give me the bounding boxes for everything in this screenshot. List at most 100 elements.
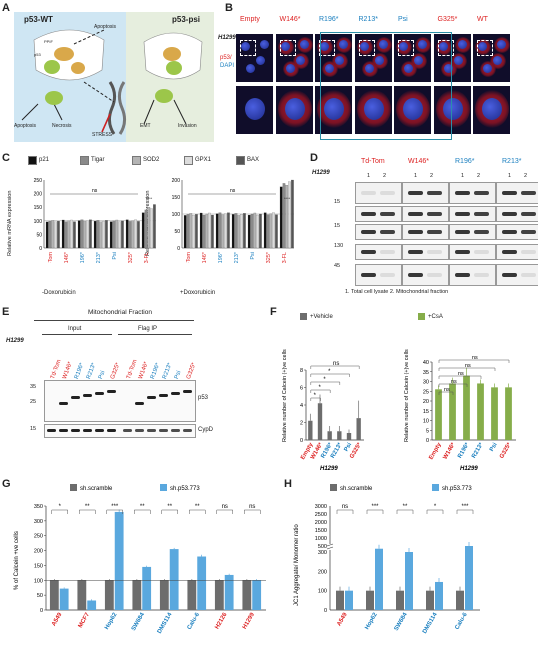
panel-b-column-label: Psi: [398, 16, 408, 23]
panel-c-bar: [285, 185, 289, 249]
panel-e-lane-label: Psi: [98, 370, 107, 381]
panel-h-bar: [336, 590, 344, 610]
panel-c-bar: [137, 221, 140, 249]
panel-h-ytick: 300: [318, 550, 327, 556]
cell-nucleus: [443, 64, 453, 73]
panel-c-ytick: 50: [36, 232, 42, 238]
panel-c-bar: [211, 214, 214, 249]
cell-nucleus: [364, 64, 374, 73]
panel-f-bracket: [438, 391, 454, 395]
panel-h-significance: *: [434, 504, 437, 510]
panel-d-band: [521, 212, 536, 216]
panel-c-ytick: 0: [177, 246, 180, 252]
panel-h-bar: [405, 552, 413, 610]
panel-d-blot: [496, 244, 538, 260]
panel-c-bar: [186, 214, 190, 249]
panel-d-blot: [355, 206, 402, 222]
panel-d-band: [380, 212, 395, 216]
panel-label-e: E: [2, 306, 10, 318]
panel-c-bar: [64, 221, 68, 249]
panel-b-zoom-box: [437, 40, 454, 56]
panel-h-significance: ns: [342, 504, 348, 510]
panel-d-blot: [449, 264, 496, 286]
panel-e-cypd-band: [95, 429, 104, 432]
panel-d-band: [474, 230, 489, 234]
panel-h-category-label: SW684: [394, 611, 409, 632]
panel-c-bar: [153, 204, 156, 249]
panel-d-lane-number: 1: [508, 173, 512, 179]
panel-a-schematic: [14, 12, 214, 142]
panel-b-cell-line: H1299: [218, 35, 236, 41]
panel-label-d: D: [310, 152, 318, 164]
panel-e-cypd-band: [171, 429, 180, 432]
panel-c-legend-label: GPX1: [195, 157, 212, 163]
panel-d-band: [408, 230, 423, 234]
panel-d-lane-number: 1: [414, 173, 418, 179]
psi-title: p53-psi: [172, 15, 201, 24]
panel-f-significance: *: [314, 393, 317, 399]
panel-f-bracket: [438, 375, 482, 379]
panel-e-p53-band: [159, 394, 168, 397]
panel-d-mw-marker: 15: [334, 199, 341, 205]
panel-d-band: [521, 250, 536, 254]
cell-nucleus: [320, 42, 329, 51]
panel-d-band: [361, 230, 376, 234]
cell-nucleus: [399, 42, 408, 51]
cell-nucleus: [453, 56, 463, 65]
panel-c-bar: [86, 220, 89, 249]
panel-c-charts: 250 200 150 100 50 0 ns Td-Tom W146* R196* R213* Ps…: [34, 178, 294, 263]
panel-h-ytick: 1000: [315, 536, 327, 542]
panel-h-bracket: [336, 509, 354, 514]
panel-g-legend-label: sh.p53.773: [170, 486, 200, 492]
panel-d-band: [455, 191, 470, 195]
cell-nucleus: [378, 40, 388, 49]
panel-f-bracket: [310, 381, 341, 385]
category-label: Psi: [489, 442, 499, 453]
panel-c-bar: [54, 221, 57, 249]
panel-c-ns-label: ns: [92, 188, 98, 194]
panel-g-ylabel: % of Calcein +ve cells: [14, 531, 20, 590]
cell-nucleus: [457, 40, 467, 49]
panel-f-bracket: [310, 373, 350, 377]
panel-c-bar: [83, 221, 87, 249]
panel-h-axis-break: [326, 546, 334, 550]
y-tick-label: 300: [34, 519, 43, 525]
panel-d-band: [502, 230, 517, 234]
category-label: R213*: [471, 441, 485, 459]
panel-c-category-label: G325*: [266, 251, 272, 263]
bar: [435, 389, 442, 440]
panel-c-legend-swatch: [80, 156, 89, 165]
panel-f-bracket: [438, 359, 510, 363]
panel-h-category-label: A549: [336, 611, 349, 627]
panel-h-ytick: 2500: [315, 512, 327, 518]
panel-d-band: [455, 230, 470, 234]
panel-d-lane-number: 2: [383, 173, 387, 179]
y-tick-label: 35: [423, 370, 429, 376]
panel-h-bar: [456, 590, 464, 610]
panel-d-band: [380, 230, 395, 234]
y-tick-label: 0: [426, 438, 429, 444]
panel-c-bar: [105, 220, 108, 249]
panel-d-blot: [355, 224, 402, 240]
panel-d-band: [361, 191, 376, 195]
panel-c-bar: [256, 214, 259, 249]
panel-h-bar: [396, 590, 404, 610]
bar: [49, 580, 59, 610]
panel-b-column-label: R196*: [319, 16, 339, 23]
panel-d-lane-label: W146*: [408, 158, 430, 165]
panel-c-category-label: R196*: [80, 251, 86, 263]
panel-h-ytick: 500: [318, 544, 327, 550]
panel-c-legend-swatch: [132, 156, 141, 165]
panel-g-bracket: [161, 509, 178, 514]
panel-g-bracket: [79, 509, 96, 514]
legend-csa-label: +CsA: [428, 314, 443, 320]
panel-d-band: [361, 212, 376, 216]
panel-f-significance: ns: [451, 379, 457, 385]
panel-f-bracket: [438, 383, 468, 387]
apoptosis-top-label: Apoptosis: [94, 24, 116, 30]
panel-c-legend-swatch: [28, 156, 37, 165]
panel-h-bracket: [396, 509, 414, 514]
panel-f-ylabel-right: Relative number of Calcein (+)ve cells: [404, 349, 410, 442]
panel-e-p53-blot: [44, 380, 196, 422]
panel-e-p53-band: [71, 396, 80, 399]
